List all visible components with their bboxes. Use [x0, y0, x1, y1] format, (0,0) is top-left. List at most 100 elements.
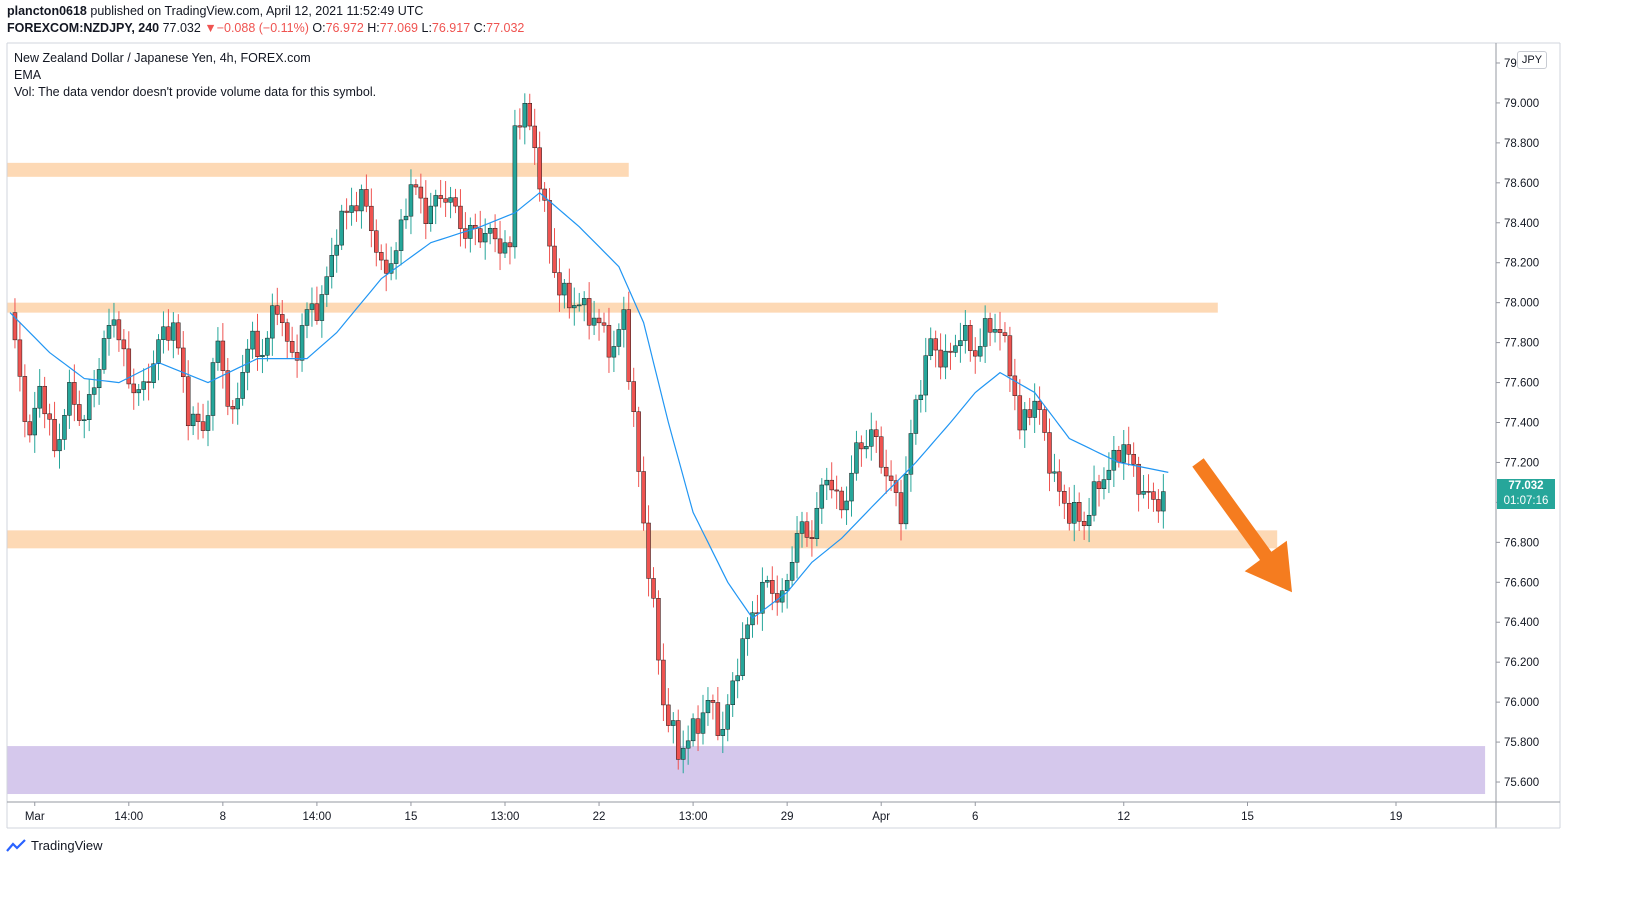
- candle-body: [992, 329, 998, 333]
- high-label: H:: [363, 21, 380, 35]
- candle: [869, 412, 874, 461]
- candle: [977, 328, 983, 362]
- candle: [32, 391, 37, 453]
- candle: [943, 334, 948, 380]
- candle: [1086, 497, 1092, 543]
- price-tick-label: 78.800: [1504, 138, 1539, 150]
- legend-title[interactable]: New Zealand Dollar / Japanese Yen, 4h, F…: [14, 51, 311, 65]
- candle: [1161, 474, 1166, 529]
- candle-body: [463, 228, 468, 239]
- candle-body: [32, 407, 37, 436]
- candle-body: [289, 341, 295, 353]
- candle-body: [760, 581, 765, 614]
- candle-body: [131, 383, 136, 394]
- zones-layer: [7, 162, 1486, 795]
- candle-body: [458, 205, 463, 229]
- close-label: C:: [470, 21, 487, 35]
- candle-body: [413, 184, 419, 188]
- publisher-name[interactable]: plancton0618: [7, 4, 87, 18]
- candle: [641, 456, 646, 531]
- candle: [522, 93, 528, 145]
- candle: [1037, 386, 1042, 425]
- candle: [156, 334, 161, 381]
- candle: [1052, 453, 1057, 482]
- candle-body: [547, 200, 552, 247]
- candle-body: [57, 439, 62, 452]
- time-tick-label: 14:00: [114, 811, 143, 823]
- candle-body: [492, 227, 498, 240]
- price-tick-label: 78.200: [1504, 258, 1539, 270]
- candle-body: [680, 747, 686, 760]
- price-tick-label: 78.400: [1504, 218, 1539, 230]
- candle-body: [829, 479, 834, 491]
- candle: [596, 308, 602, 341]
- candle-body: [423, 197, 429, 224]
- candle: [507, 236, 513, 265]
- candle: [636, 406, 641, 488]
- candle: [953, 334, 958, 358]
- candle-body: [661, 659, 666, 706]
- candle-body: [641, 471, 646, 524]
- candle: [1047, 418, 1052, 492]
- candle-body: [671, 720, 676, 726]
- candle-body: [383, 259, 389, 274]
- candle-body: [403, 215, 409, 221]
- candle: [839, 486, 844, 519]
- candle: [621, 296, 627, 348]
- candle: [468, 217, 473, 253]
- high-value: 77.069: [379, 21, 419, 35]
- price-change: −0.088 (−0.11%): [216, 21, 309, 35]
- currency-unit-badge[interactable]: JPY: [1517, 51, 1547, 69]
- low-label: L:: [418, 21, 432, 35]
- candle-body: [586, 298, 592, 326]
- candle-body: [309, 303, 315, 310]
- candle: [631, 367, 636, 427]
- candle-body: [1141, 491, 1146, 495]
- candle: [1106, 452, 1112, 494]
- candle: [497, 220, 503, 271]
- candle-body: [482, 233, 488, 243]
- candle: [1141, 474, 1146, 499]
- candle: [448, 186, 453, 219]
- candle: [859, 435, 864, 467]
- candle-body: [324, 276, 330, 295]
- candle: [1057, 459, 1062, 507]
- candle-body: [591, 317, 597, 326]
- candle-body: [705, 700, 711, 714]
- candle-body: [715, 702, 721, 736]
- candle: [1116, 445, 1122, 468]
- candle: [111, 302, 117, 338]
- candle-body: [888, 475, 894, 481]
- candle-body: [1022, 409, 1027, 431]
- candle-body: [1047, 432, 1052, 474]
- candle-body: [933, 338, 938, 351]
- candle-body: [735, 675, 740, 682]
- candle-body: [176, 322, 181, 349]
- candle-body: [740, 638, 745, 676]
- candle: [1146, 474, 1151, 509]
- candle-body: [91, 387, 97, 395]
- legend-ema[interactable]: EMA: [14, 68, 42, 82]
- tradingview-logo[interactable]: TradingView: [6, 838, 103, 853]
- candle: [586, 282, 592, 340]
- candle: [205, 400, 211, 447]
- candle-body: [685, 740, 691, 749]
- candle: [1156, 489, 1161, 523]
- candle-body: [52, 419, 57, 452]
- candle: [1121, 429, 1126, 480]
- candle: [1062, 484, 1067, 520]
- candle-body: [37, 385, 42, 409]
- candle: [200, 403, 206, 439]
- candle: [750, 601, 755, 638]
- candle: [997, 311, 1003, 351]
- symbol-name[interactable]: FOREXCOM:NZDJPY, 240: [7, 21, 160, 35]
- candle-body: [1096, 481, 1102, 489]
- candle: [304, 302, 310, 339]
- candle-body: [908, 433, 914, 475]
- candle: [151, 350, 156, 389]
- candle-body: [512, 125, 518, 248]
- candle: [299, 313, 305, 372]
- candle-body: [1076, 502, 1082, 522]
- candle-body: [963, 325, 968, 341]
